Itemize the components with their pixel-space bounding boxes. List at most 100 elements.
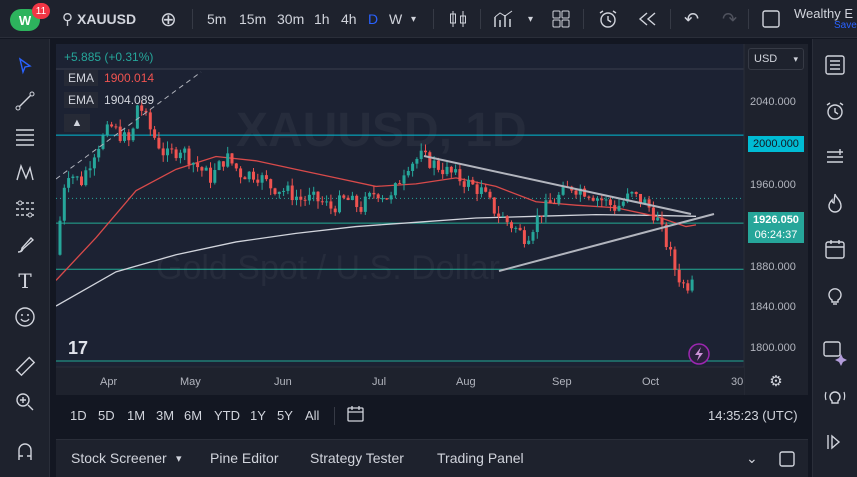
chevron-down-icon: ▾ [793, 53, 798, 64]
tab-strategy-tester[interactable]: Strategy Tester [310, 450, 404, 466]
price-chart[interactable]: XAUUSD, 1D Gold Spot / U.S. Dollar 17 20… [56, 44, 808, 395]
axis-settings-button[interactable]: ⚙ [765, 370, 787, 392]
tab-pine-editor[interactable]: Pine Editor [210, 450, 279, 466]
collapse-panel-button[interactable]: ⌄ [746, 450, 758, 467]
range-6m[interactable]: 6M [184, 408, 203, 423]
candle [230, 152, 234, 166]
candle [544, 193, 548, 223]
chevron-down-icon: ▾ [528, 13, 534, 25]
candle [200, 166, 204, 177]
alert-button[interactable] [597, 0, 619, 38]
projection-tool[interactable] [12, 196, 38, 222]
candle [277, 191, 281, 199]
range-5y[interactable]: 5Y [277, 408, 293, 423]
candle [88, 161, 92, 178]
pattern-tool[interactable] [12, 160, 38, 186]
candle [613, 200, 617, 215]
timeframe-d[interactable]: D [368, 11, 379, 27]
magnet-tool[interactable] [12, 439, 38, 465]
goto-date-button[interactable] [346, 404, 366, 427]
replay-button[interactable] [637, 0, 657, 38]
alerts-button[interactable] [822, 98, 848, 124]
time-axis[interactable]: Apr May Jun Jul Aug Sep Oct 30 [100, 376, 743, 388]
help-button[interactable] [822, 384, 848, 410]
symbol-search[interactable]: ⚲ XAUUSD [62, 0, 136, 38]
candle [234, 162, 238, 172]
tradingview-logo[interactable]: 17 [68, 338, 88, 358]
range-1y[interactable]: 1Y [250, 408, 266, 423]
watchlist-button[interactable] [822, 52, 848, 78]
timeframe-30m[interactable]: 30m [277, 11, 305, 27]
undo-button[interactable]: ↶ [684, 0, 699, 38]
bottom-panel-tabs: Stock Screener ▾ Pine Editor Strategy Te… [56, 439, 808, 477]
hotlists-button[interactable] [822, 190, 848, 216]
candle [514, 226, 518, 233]
range-5d[interactable]: 5D [98, 408, 115, 423]
candle [656, 211, 660, 222]
candle [432, 156, 436, 176]
tab-stock-screener[interactable]: Stock Screener [71, 450, 167, 466]
range-1m[interactable]: 1M [127, 408, 146, 423]
range-ytd[interactable]: YTD [214, 408, 240, 423]
compare-symbol-button[interactable]: ⊕ [160, 0, 177, 38]
indicators-button[interactable] [493, 0, 515, 38]
timeframe-dropdown[interactable]: ▾ [411, 0, 416, 38]
currency-selector[interactable]: USD ▾ [748, 48, 804, 70]
indicators-dropdown[interactable]: ▾ [528, 0, 533, 38]
candle [363, 191, 367, 215]
candle [531, 229, 535, 245]
trendline-tool[interactable] [12, 88, 38, 114]
tab-trading-panel[interactable]: Trading Panel [437, 450, 524, 466]
chart-type-button[interactable] [448, 0, 468, 38]
calendar-button[interactable] [822, 236, 848, 262]
rewind-icon [638, 12, 656, 26]
ema-slow-value: 1904.089 [104, 93, 155, 107]
layout-button[interactable] [552, 0, 570, 38]
candle [80, 171, 83, 187]
range-all[interactable]: All [305, 408, 320, 423]
candle [630, 191, 634, 198]
redo-button[interactable]: ↷ [722, 0, 737, 38]
ema-slow-row[interactable]: EMA 1904.089 [64, 92, 154, 108]
fullscreen-button[interactable] [761, 0, 781, 38]
ema-fast-row[interactable]: EMA 1900.014 [64, 70, 154, 86]
zoom-tool[interactable] [12, 389, 38, 415]
timeframe-4h[interactable]: 4h [341, 11, 357, 27]
time-tick-label: Jul [372, 376, 386, 388]
right-sidebar [812, 39, 857, 477]
candle [58, 216, 62, 256]
timeframe-15m[interactable]: 15m [239, 11, 267, 27]
collapse-legend-button[interactable]: ▲ [64, 114, 90, 132]
range-3m[interactable]: 3M [156, 408, 175, 423]
chats-button[interactable] [822, 340, 848, 366]
brush-tool[interactable] [12, 232, 38, 258]
ideas-button[interactable] [822, 282, 848, 308]
icon-tool[interactable] [12, 304, 38, 330]
chart-canvas[interactable]: XAUUSD, 1D Gold Spot / U.S. Dollar 17 20… [56, 44, 808, 395]
text-tool[interactable]: T [12, 268, 38, 294]
range-1d[interactable]: 1D [70, 408, 87, 423]
maximize-panel-button[interactable] [778, 450, 796, 471]
svg-text:XAUUSD, 1D: XAUUSD, 1D [236, 104, 527, 157]
utc-clock[interactable]: 14:35:23 (UTC) [708, 408, 798, 423]
candle [608, 197, 612, 212]
candle [669, 241, 673, 257]
measure-tool[interactable] [12, 353, 38, 379]
candle [522, 226, 526, 248]
layout-name[interactable]: Wealthy E [794, 6, 854, 21]
trendlines[interactable] [56, 71, 715, 272]
timeframe-w[interactable]: W [389, 11, 403, 27]
candle [329, 194, 333, 215]
bar-countdown: 06:24:37 [748, 228, 804, 243]
candle [604, 196, 608, 206]
candle [402, 169, 406, 191]
stock-screener-dropdown[interactable]: ▾ [176, 452, 182, 465]
data-window-button[interactable] [822, 144, 848, 170]
timeframe-5m[interactable]: 5m [207, 11, 227, 27]
fib-tool[interactable] [12, 124, 38, 150]
expand-panel-button[interactable] [822, 429, 848, 455]
save-button[interactable]: Save [834, 20, 857, 31]
candle [213, 163, 217, 185]
cursor-tool[interactable] [12, 53, 38, 79]
timeframe-1h[interactable]: 1h [314, 11, 330, 27]
